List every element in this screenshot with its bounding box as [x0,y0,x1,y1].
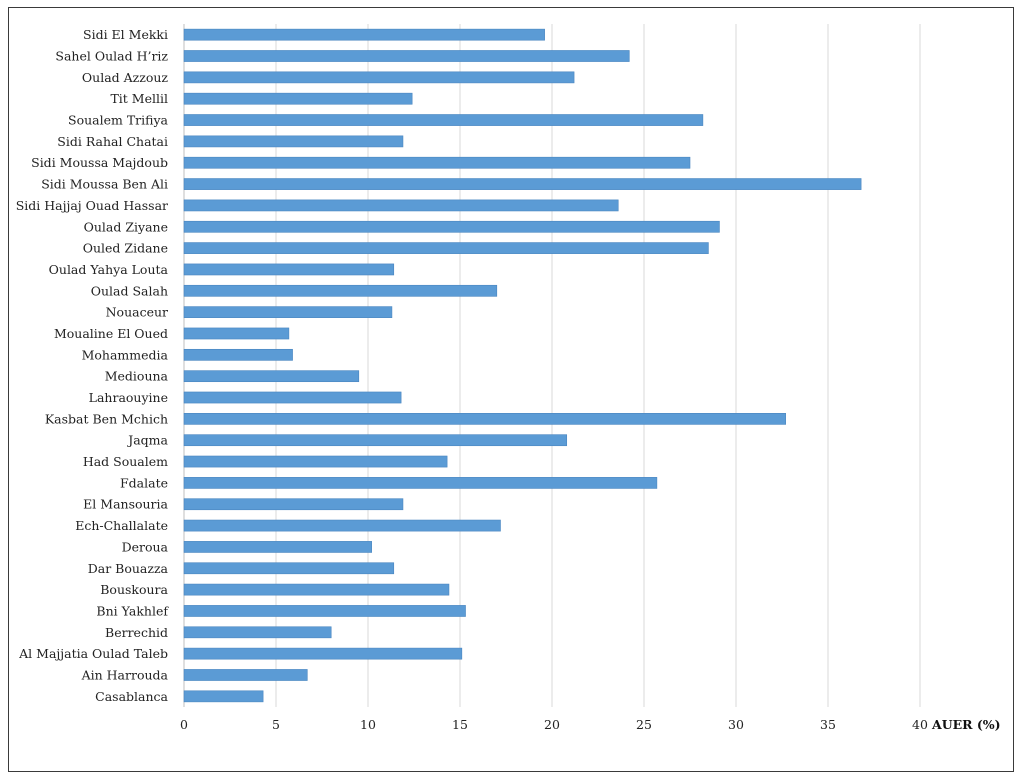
category-label: Sidi El Mekki [83,27,168,42]
category-label: El Mansouria [83,497,168,512]
x-tick-label: 15 [452,717,468,732]
bar [183,306,393,318]
bar [183,28,545,41]
bar [183,135,404,148]
bar [183,92,413,105]
chart-frame [8,7,1014,772]
category-label: Oulad Ziyane [84,219,168,234]
category-label: Jaqma [126,433,168,448]
bar [183,690,264,703]
bar [183,71,575,84]
bar [183,242,709,254]
bar [183,434,568,447]
category-label: Sidi Moussa Ben Ali [41,177,168,192]
bar [183,156,691,169]
x-tick-label: 5 [272,717,280,732]
category-label: Nouaceur [106,305,168,320]
bar [183,455,448,468]
x-tick-label: 20 [544,717,560,732]
x-tick-label: 35 [820,717,836,732]
category-label: Deroua [122,539,169,554]
category-label: Oulad Yahya Louta [49,262,169,277]
category-label: Ain Harrouda [81,667,169,682]
x-tick-label: 30 [728,717,744,732]
category-label: Sidi Rahal Chatai [57,134,168,149]
category-label: Tit Mellil [110,91,168,106]
category-label: Lahraouyine [89,390,168,405]
bar [183,605,466,617]
bar [183,669,308,681]
bar [183,348,293,361]
x-tick-label: 0 [180,717,188,732]
bar [183,626,332,639]
bar [183,114,704,126]
x-axis-label: AUER (%) [931,717,1001,732]
category-label: Sahel Oulad H’riz [55,49,168,64]
bar [183,413,786,425]
gridlines [183,24,921,707]
category-label: Mohammedia [82,347,169,362]
category-label: Soualem Trifiya [68,113,169,128]
bars [183,28,862,703]
bar [183,284,498,297]
bar [183,50,630,62]
bar [183,391,402,404]
category-label: Oulad Azzouz [82,70,168,85]
bar [183,199,619,212]
category-label: Sidi Moussa Majdoub [31,155,168,170]
bar [183,562,395,575]
category-label: Oulad Salah [91,283,168,298]
category-label: Fdalate [120,475,168,490]
category-label: Bouskoura [100,582,168,597]
bar [183,370,360,383]
category-label: Berrechid [105,625,168,640]
bar [183,541,372,553]
bar [183,327,290,340]
category-label: Kasbat Ben Mchich [45,411,168,426]
bar [183,498,404,511]
x-tick-label: 40 [912,717,928,732]
category-labels: Sidi El Mekki Sahel Oulad H’riz Oulad Azzo… [16,27,170,704]
category-label: Ech-Challalate [75,518,168,533]
x-tick-label: 25 [636,717,652,732]
category-label: Had Soualem [83,454,168,469]
category-label: Mediouna [105,369,169,384]
category-label: Dar Bouazza [88,561,169,576]
category-label: Bni Yakhlef [96,603,169,618]
category-label: Sidi Hajjaj Ouad Hassar [16,198,168,213]
bar [183,220,720,233]
bar [183,263,395,276]
bar [183,477,658,489]
bar [183,178,862,190]
x-tick-label: 10 [360,717,376,732]
bar [183,583,450,596]
category-label: Ouled Zidane [83,241,168,256]
category-label: Moualine El Oued [54,326,168,341]
category-label: Casablanca [95,689,168,704]
category-label: Al Majjatia Oulad Taleb [18,646,168,661]
bar [183,519,501,532]
x-tick-labels: 0 5 10 15 20 25 30 35 40 [180,717,928,732]
bar [183,647,463,660]
